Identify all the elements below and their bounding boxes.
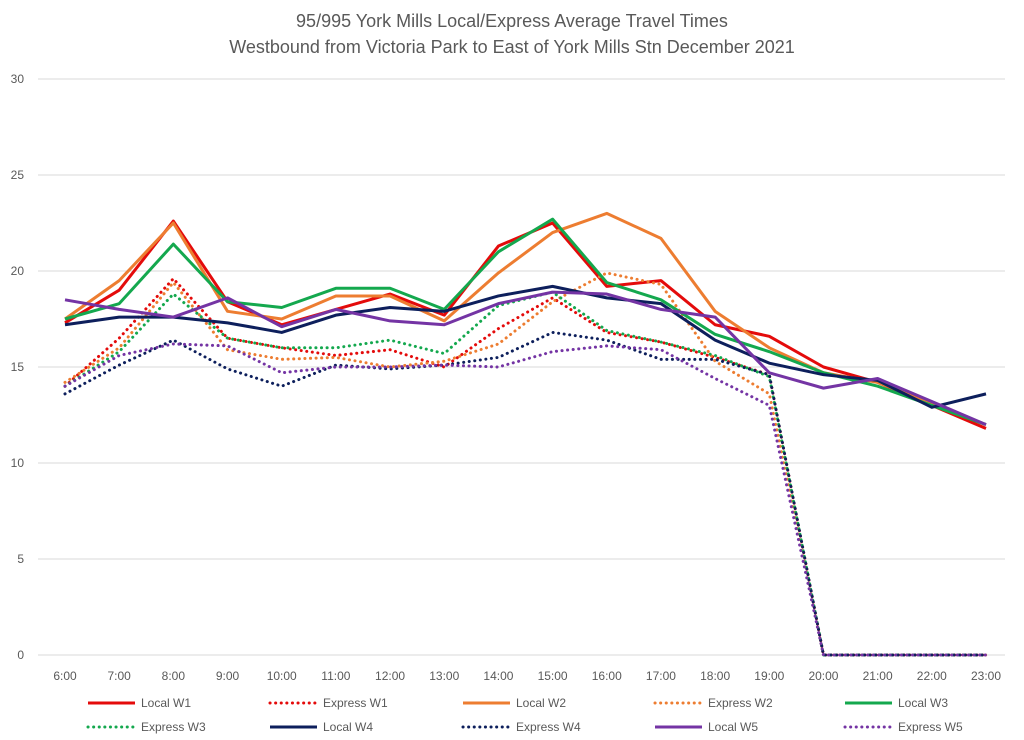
series-line-express-w2 — [63, 271, 988, 657]
x-tick-label: 21:00 — [863, 669, 893, 683]
chart-title-line-2: Westbound from Victoria Park to East of … — [229, 37, 795, 57]
legend-label: Local W2 — [516, 696, 566, 710]
y-tick-label: 5 — [17, 552, 24, 566]
legend-label: Local W4 — [323, 720, 373, 734]
series-line-local-w4 — [64, 284, 987, 409]
legend-label: Express W1 — [323, 696, 388, 710]
x-tick-label: 19:00 — [754, 669, 784, 683]
legend-label: Express W5 — [898, 720, 963, 734]
x-tick-label: 15:00 — [538, 669, 568, 683]
x-tick-label: 13:00 — [429, 669, 459, 683]
x-tick-label: 10:00 — [267, 669, 297, 683]
legend-label: Local W1 — [141, 696, 191, 710]
legend-label: Local W3 — [898, 696, 948, 710]
x-tick-label: 6:00 — [53, 669, 77, 683]
x-tick-label: 11:00 — [321, 669, 350, 683]
y-tick-label: 0 — [17, 648, 24, 662]
x-tick-label: 8:00 — [162, 669, 186, 683]
legend-label: Local W5 — [708, 720, 758, 734]
x-tick-label: 14:00 — [483, 669, 513, 683]
x-tick-label: 16:00 — [592, 669, 622, 683]
y-tick-label: 10 — [11, 456, 25, 470]
x-tick-label: 23:00 — [971, 669, 1001, 683]
y-tick-label: 25 — [11, 168, 25, 182]
series-line-express-w5 — [63, 342, 988, 657]
series-line-express-w3 — [63, 290, 988, 657]
x-tick-label: 17:00 — [646, 669, 676, 683]
x-tick-label: 7:00 — [107, 669, 131, 683]
y-tick-label: 20 — [11, 264, 25, 278]
x-tick-label: 18:00 — [700, 669, 730, 683]
x-tick-label: 12:00 — [375, 669, 405, 683]
legend-label: Express W3 — [141, 720, 206, 734]
series-line-express-w1 — [63, 277, 988, 657]
series-line-express-w4 — [63, 330, 988, 657]
chart-title-line-1: 95/995 York Mills Local/Express Average … — [296, 11, 728, 31]
legend-label: Express W4 — [516, 720, 581, 734]
series-line-local-w5 — [64, 290, 987, 426]
x-tick-label: 9:00 — [216, 669, 240, 683]
x-tick-label: 20:00 — [808, 669, 838, 683]
y-tick-label: 30 — [11, 72, 25, 86]
legend-label: Express W2 — [708, 696, 773, 710]
series-line-local-w3 — [64, 217, 987, 427]
x-tick-label: 22:00 — [917, 669, 947, 683]
y-tick-label: 15 — [11, 360, 25, 374]
